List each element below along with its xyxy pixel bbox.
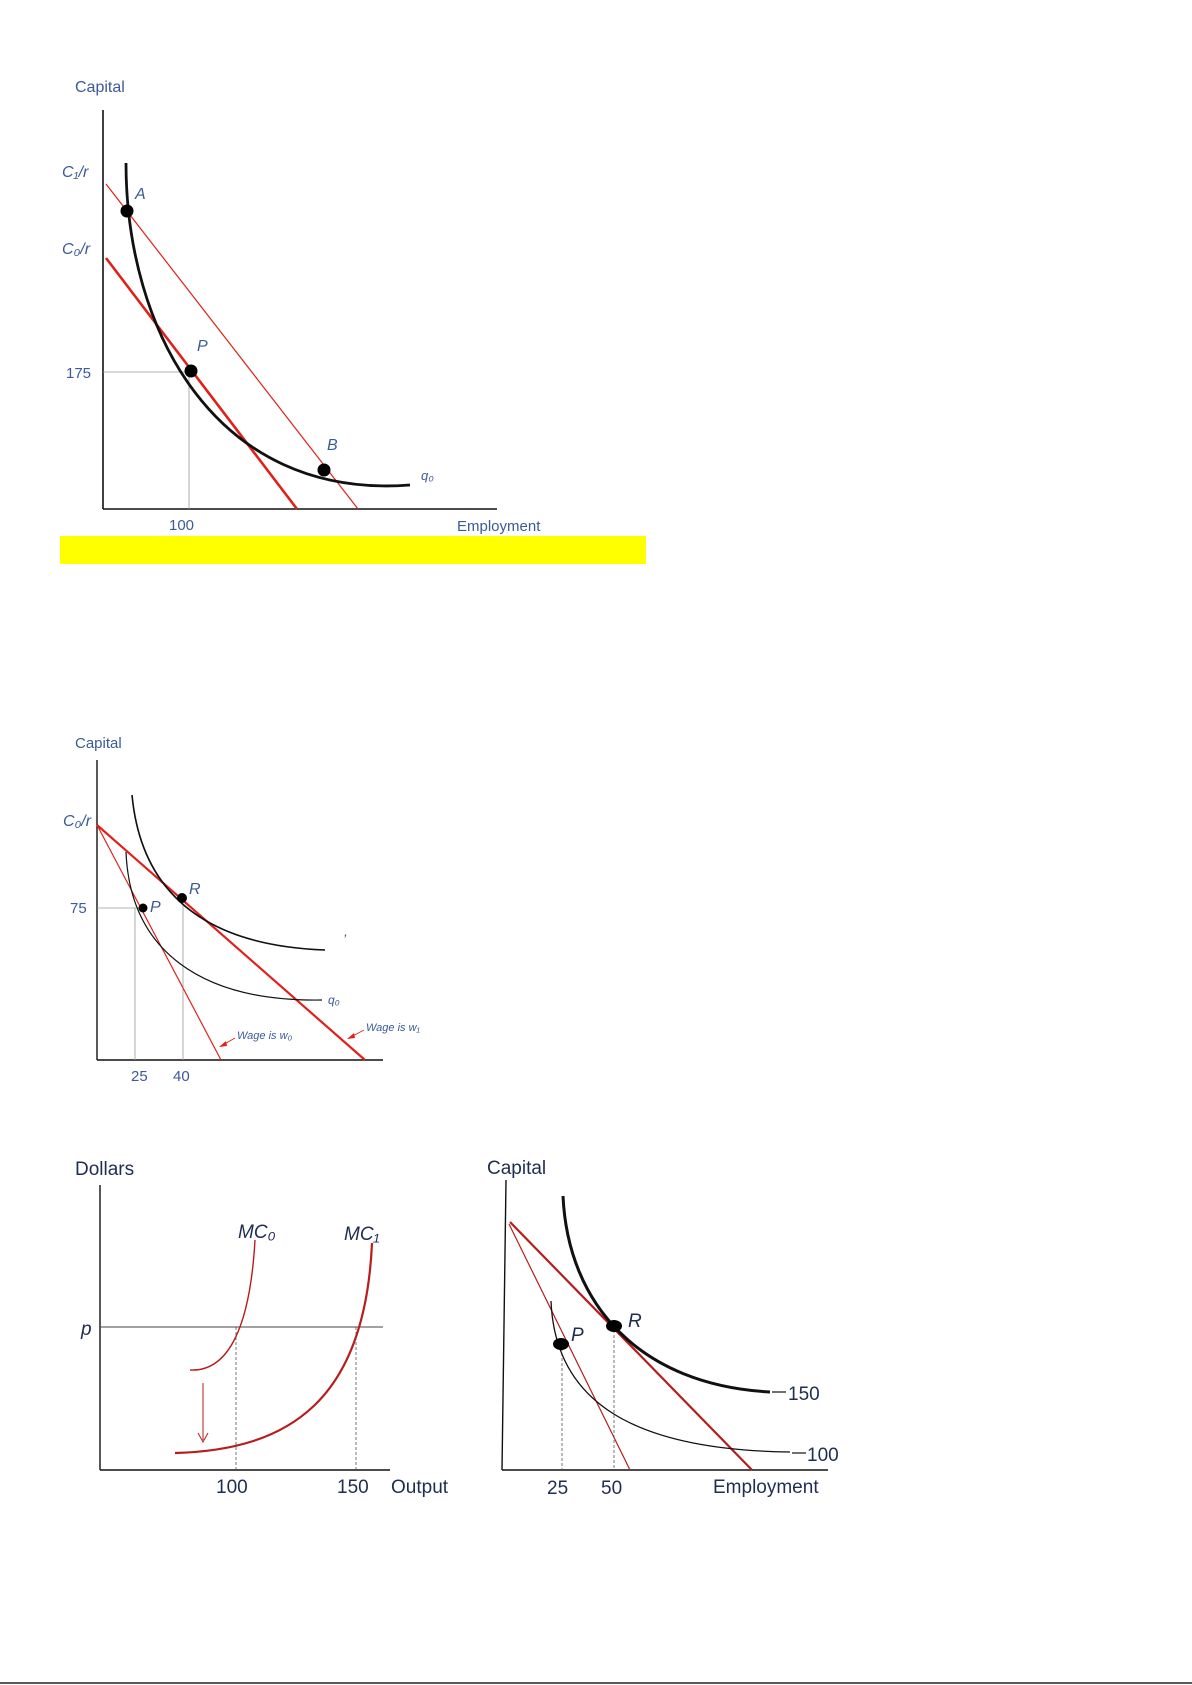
x-tick-40: 40	[173, 1068, 190, 1085]
y-axis-title: Capital	[75, 79, 125, 96]
c0-over-r-label: C₀/r	[62, 241, 91, 258]
point-b-label: B	[327, 437, 338, 454]
price-label: p	[80, 1319, 92, 1340]
isoquant-q0	[125, 851, 323, 1001]
mc1-curve	[174, 1242, 374, 1455]
y-axis-title: Dollars	[75, 1159, 134, 1180]
wage-w1-label: Wage is w₁	[366, 1022, 421, 1034]
isocost-wage-w0	[96, 824, 222, 1061]
isoquant-upper-label: ’	[343, 931, 347, 947]
isocost-flat	[509, 1221, 753, 1471]
wage-w0-label: Wage is w₀	[237, 1030, 293, 1042]
point-p-label: P	[571, 1325, 584, 1346]
isocost-steep	[508, 1223, 631, 1471]
point-p	[184, 364, 198, 378]
arrow-w1-head	[347, 1033, 355, 1039]
mc0-curve	[189, 1239, 256, 1371]
figure-isocost-expansion: Capital C₁/r C₀/r 175 A P B q₀ 100 Emplo…	[60, 79, 646, 564]
isoquant-q0	[124, 162, 411, 488]
isoquant-q0-label: q₀	[328, 993, 340, 1007]
point-p-label: P	[197, 338, 208, 355]
arrow-w0-head	[219, 1041, 227, 1047]
point-a	[120, 204, 134, 218]
isocost-c1	[105, 183, 359, 510]
point-r	[606, 1320, 622, 1332]
mc1-label: MC₁	[344, 1224, 380, 1245]
y-tick-75: 75	[70, 900, 87, 917]
isoquant-upper	[131, 794, 326, 951]
x-axis-title: Output	[391, 1477, 449, 1498]
isoquant-q0-label: q₀	[421, 468, 434, 483]
isoquant-150	[561, 1195, 771, 1394]
point-b	[317, 463, 331, 477]
highlight-bar	[60, 536, 646, 564]
figure-wage-change: Capital C₀/r 75 P R q₀ ’ Wage is w₀ Wage…	[63, 735, 421, 1085]
mc0-label: MC₀	[238, 1222, 276, 1243]
isoquant-150-label: 150	[788, 1384, 820, 1405]
figure-output-expansion: Capital P R 150 100 25 50 Employment	[487, 1158, 839, 1499]
x-tick-25: 25	[131, 1068, 148, 1085]
figure-marginal-cost: Dollars p MC₀ MC₁ 100 150 Output	[75, 1159, 449, 1498]
x-tick-100: 100	[216, 1477, 248, 1498]
point-r	[177, 893, 187, 903]
y-axis	[501, 1179, 507, 1471]
point-r-label: R	[628, 1311, 642, 1332]
point-p	[138, 903, 148, 913]
x-tick-50: 50	[601, 1478, 622, 1499]
y-axis-title: Capital	[75, 735, 122, 752]
y-axis-title: Capital	[487, 1158, 546, 1179]
isocost-c0	[104, 257, 299, 510]
c0-over-r-label: C₀/r	[63, 813, 92, 830]
isocost-wage-w1	[96, 824, 366, 1061]
isoquant-100	[550, 1300, 791, 1453]
x-tick-150: 150	[337, 1477, 369, 1498]
y-tick-175: 175	[66, 365, 91, 382]
x-axis-title: Employment	[457, 518, 541, 535]
point-a-label: A	[134, 186, 146, 203]
point-p-label: P	[150, 899, 161, 916]
x-tick-100: 100	[169, 517, 194, 534]
point-r-label: R	[189, 881, 201, 898]
x-tick-25: 25	[547, 1478, 568, 1499]
shift-arrow-head	[197, 1432, 209, 1444]
isoquant-100-label: 100	[807, 1445, 839, 1466]
x-axis-title: Employment	[713, 1477, 819, 1498]
point-p	[553, 1338, 569, 1350]
c1-over-r-label: C₁/r	[62, 164, 89, 181]
